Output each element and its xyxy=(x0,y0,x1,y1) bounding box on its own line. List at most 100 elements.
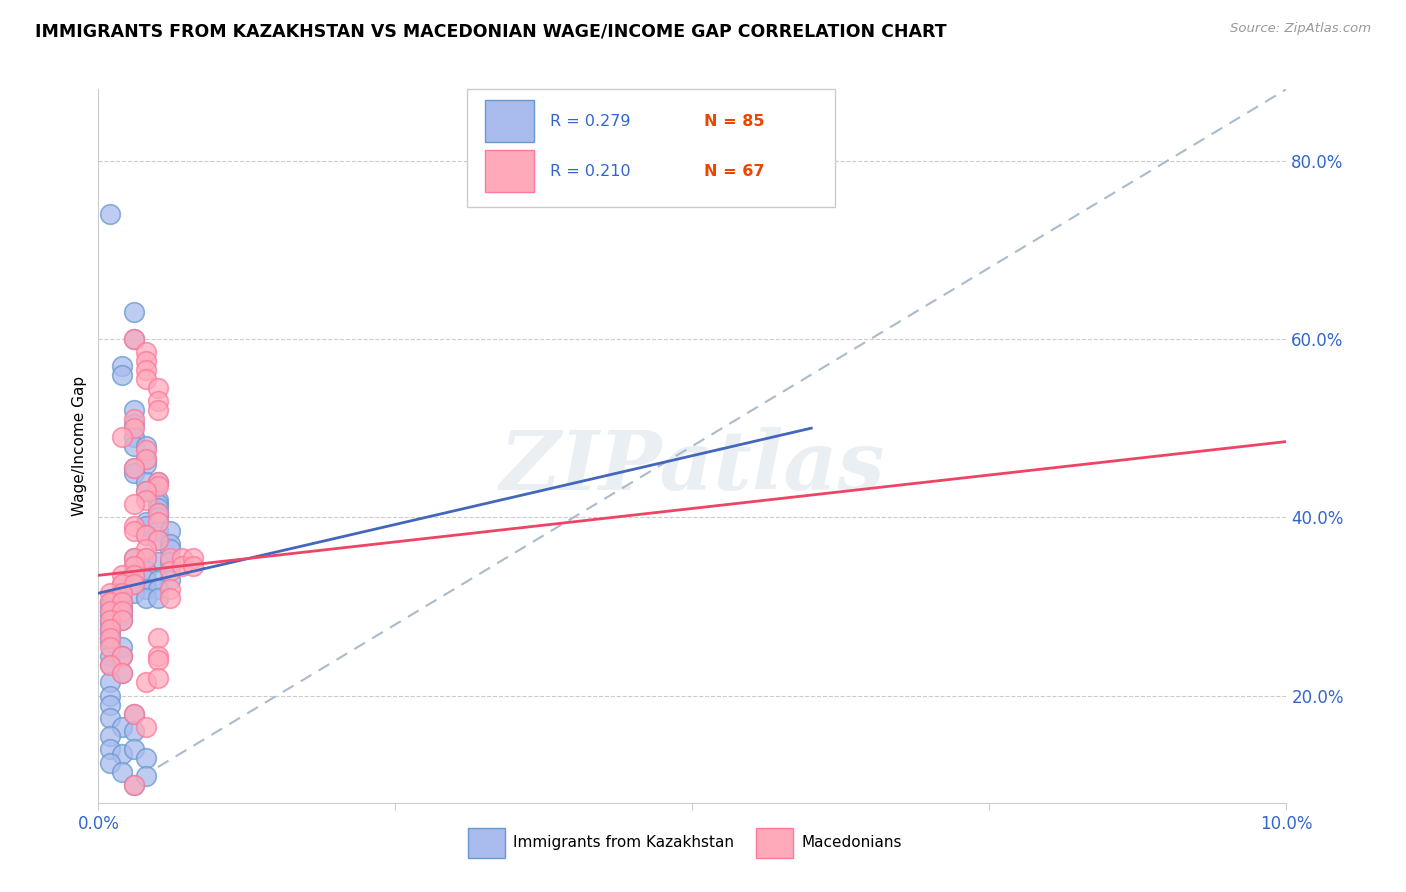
Point xyxy=(98,711,121,725)
Point xyxy=(111,613,134,627)
Point xyxy=(159,591,181,605)
Point xyxy=(135,439,157,453)
Point xyxy=(98,608,121,623)
Point xyxy=(135,751,157,765)
FancyBboxPatch shape xyxy=(485,150,534,193)
Point xyxy=(122,586,145,600)
Point xyxy=(146,555,169,569)
Point xyxy=(111,613,134,627)
Point xyxy=(183,559,205,574)
Y-axis label: Wage/Income Gap: Wage/Income Gap xyxy=(72,376,87,516)
Point xyxy=(170,550,193,565)
Point xyxy=(122,466,145,480)
Point xyxy=(135,452,157,467)
Point xyxy=(111,648,134,663)
Point xyxy=(122,550,145,565)
Point xyxy=(135,345,157,359)
Point xyxy=(98,657,121,672)
Point xyxy=(111,648,134,663)
Point xyxy=(111,586,134,600)
Point xyxy=(146,506,169,520)
Point xyxy=(135,720,157,734)
Point xyxy=(111,595,134,609)
Point xyxy=(159,550,181,565)
Point xyxy=(122,568,145,582)
Point xyxy=(146,653,169,667)
Point xyxy=(122,742,145,756)
Point xyxy=(122,577,145,591)
Point xyxy=(135,550,157,565)
Point xyxy=(122,412,145,426)
Point xyxy=(183,550,205,565)
Point xyxy=(98,648,121,663)
Text: Immigrants from Kazakhstan: Immigrants from Kazakhstan xyxy=(513,836,734,850)
Point xyxy=(98,698,121,712)
Point xyxy=(122,778,145,792)
Point xyxy=(170,559,193,574)
Point xyxy=(135,457,157,471)
Point xyxy=(146,479,169,493)
Point xyxy=(159,541,181,556)
Point xyxy=(159,573,181,587)
Point xyxy=(135,573,157,587)
Point xyxy=(98,729,121,743)
Point xyxy=(111,595,134,609)
Point xyxy=(135,675,157,690)
Point xyxy=(135,452,157,467)
Point xyxy=(111,430,134,444)
Point xyxy=(111,586,134,600)
Text: Macedonians: Macedonians xyxy=(801,836,901,850)
Point xyxy=(146,394,169,409)
FancyBboxPatch shape xyxy=(467,89,835,207)
Point xyxy=(98,657,121,672)
Point xyxy=(98,207,121,221)
Point xyxy=(135,483,157,498)
Point xyxy=(111,747,134,761)
Point xyxy=(122,403,145,417)
Point xyxy=(122,577,145,591)
Point xyxy=(111,604,134,618)
Point xyxy=(98,595,121,609)
Point xyxy=(98,613,121,627)
Point xyxy=(146,492,169,507)
Point xyxy=(98,742,121,756)
Point xyxy=(146,671,169,685)
Point xyxy=(122,417,145,431)
Point xyxy=(146,506,169,520)
FancyBboxPatch shape xyxy=(468,828,505,858)
Point xyxy=(122,550,145,565)
Point xyxy=(159,555,181,569)
Point xyxy=(146,582,169,596)
Point xyxy=(122,524,145,538)
Point xyxy=(159,537,181,551)
Point xyxy=(146,497,169,511)
Point xyxy=(111,666,134,681)
Point xyxy=(135,769,157,783)
Point xyxy=(135,564,157,578)
Point xyxy=(98,631,121,645)
Point xyxy=(122,421,145,435)
Point xyxy=(135,528,157,542)
Point xyxy=(135,515,157,529)
Text: R = 0.279: R = 0.279 xyxy=(550,114,630,128)
Point xyxy=(122,706,145,721)
Point xyxy=(111,359,134,373)
Point xyxy=(146,501,169,516)
Point xyxy=(146,533,169,547)
Point xyxy=(98,604,121,618)
Point xyxy=(98,617,121,632)
Point xyxy=(146,475,169,489)
Point xyxy=(98,622,121,636)
Point xyxy=(135,443,157,458)
Point xyxy=(146,510,169,524)
Point xyxy=(146,533,169,547)
Point xyxy=(146,631,169,645)
Point xyxy=(122,497,145,511)
Point xyxy=(135,475,157,489)
Point xyxy=(122,332,145,346)
Point xyxy=(122,332,145,346)
Point xyxy=(122,439,145,453)
Point xyxy=(159,524,181,538)
Point xyxy=(146,515,169,529)
Point xyxy=(111,368,134,382)
